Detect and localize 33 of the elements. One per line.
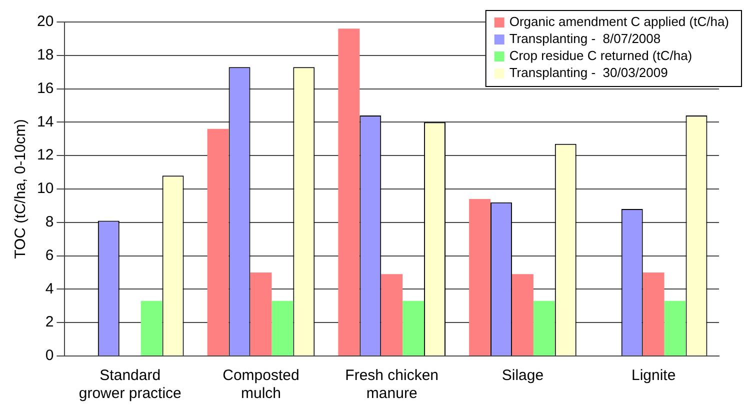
bar <box>140 300 162 356</box>
x-tick-label: Lignite <box>631 367 676 384</box>
legend-label: Organic amendment C applied (tC/ha) <box>509 14 730 30</box>
y-axis-title: TOC (tC/ha, 0-10cm) <box>12 119 30 259</box>
bar <box>512 274 534 356</box>
y-tick-label: 20 <box>36 13 54 30</box>
bar <box>272 300 294 356</box>
legend-label: Crop residue C returned (tC/ha) <box>509 48 692 64</box>
bar <box>642 272 664 356</box>
y-tick-label: 4 <box>45 280 54 298</box>
y-tick-label: 10 <box>36 180 54 198</box>
bar <box>207 128 229 356</box>
y-tick-label: 16 <box>36 80 54 97</box>
y-tick-label: 18 <box>36 46 54 64</box>
y-tick-label: 12 <box>36 146 54 164</box>
legend-label: Transplanting - 8/07/2008 <box>509 31 661 46</box>
x-tick-label: Standard grower practice <box>78 367 182 402</box>
x-tick-label: Silage <box>502 367 544 384</box>
y-tick-label: 14 <box>36 113 54 130</box>
legend-label: Transplanting - 30/03/2009 <box>509 65 668 80</box>
y-tick-label: 8 <box>45 214 54 231</box>
bar <box>338 28 360 356</box>
bar <box>381 274 403 356</box>
x-tick-label: Composted mulch <box>222 367 300 402</box>
bar <box>533 300 555 356</box>
y-tick-label: 6 <box>45 246 54 264</box>
y-tick-label: 2 <box>45 314 54 331</box>
bar <box>402 300 424 356</box>
bar <box>469 199 491 356</box>
bar <box>664 300 686 356</box>
x-tick-label: Fresh chicken manure <box>345 367 439 402</box>
y-tick-label: 0 <box>45 347 54 364</box>
bar <box>250 272 272 356</box>
